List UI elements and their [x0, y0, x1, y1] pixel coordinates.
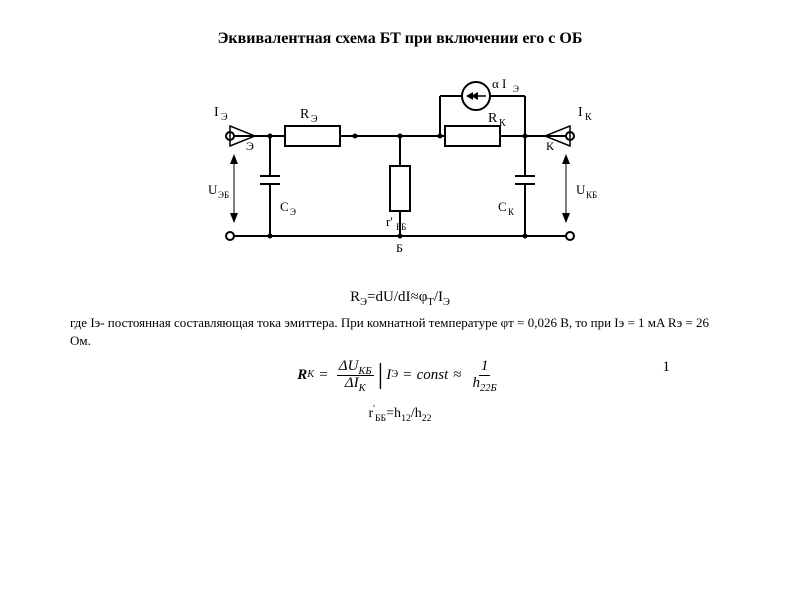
label-rk: R: [488, 111, 498, 126]
label-rbb-sub: ББ: [396, 222, 406, 232]
label-ie-sub: Э: [221, 112, 228, 123]
label-rk-sub: К: [499, 118, 506, 129]
equation-2: RК = ΔUКБ ΔIК | IЭ = const ≈ 1 h22Б 1: [70, 359, 730, 392]
equation-3: r'ББ=h12/h22: [70, 406, 730, 422]
label-alphaie: α I: [492, 76, 506, 91]
equation-2-number: 1: [663, 359, 671, 376]
label-re-sub: Э: [311, 114, 318, 125]
label-ukb-sub: КБ: [586, 190, 597, 200]
label-alphaie-sub: Э: [513, 84, 519, 94]
label-ik-sub: К: [585, 112, 592, 123]
node-k: К: [546, 139, 555, 153]
label-rbb: r': [386, 214, 393, 229]
circuit-diagram: I Э I К Э К U ЭБ U КБ R Э: [70, 66, 730, 271]
page-title: Эквивалентная схема БТ при включении его…: [70, 30, 730, 48]
label-ck-sub: К: [508, 207, 515, 217]
node-e: Э: [246, 139, 254, 153]
label-ce-sub: Э: [290, 207, 296, 217]
node-b: Б: [396, 241, 403, 255]
body-text: где Iэ- постоянная составляющая тока эми…: [70, 314, 730, 349]
label-ukb: U: [576, 182, 586, 197]
label-ce: C: [280, 199, 289, 214]
label-re: R: [300, 107, 310, 122]
label-ie: I: [214, 105, 219, 120]
label-ik: I: [578, 105, 583, 120]
label-ueb-sub: ЭБ: [218, 190, 229, 200]
label-ueb: U: [208, 182, 218, 197]
label-ck: C: [498, 199, 507, 214]
equation-1: RЭ=dU/dI≈φT/IЭ: [70, 289, 730, 306]
